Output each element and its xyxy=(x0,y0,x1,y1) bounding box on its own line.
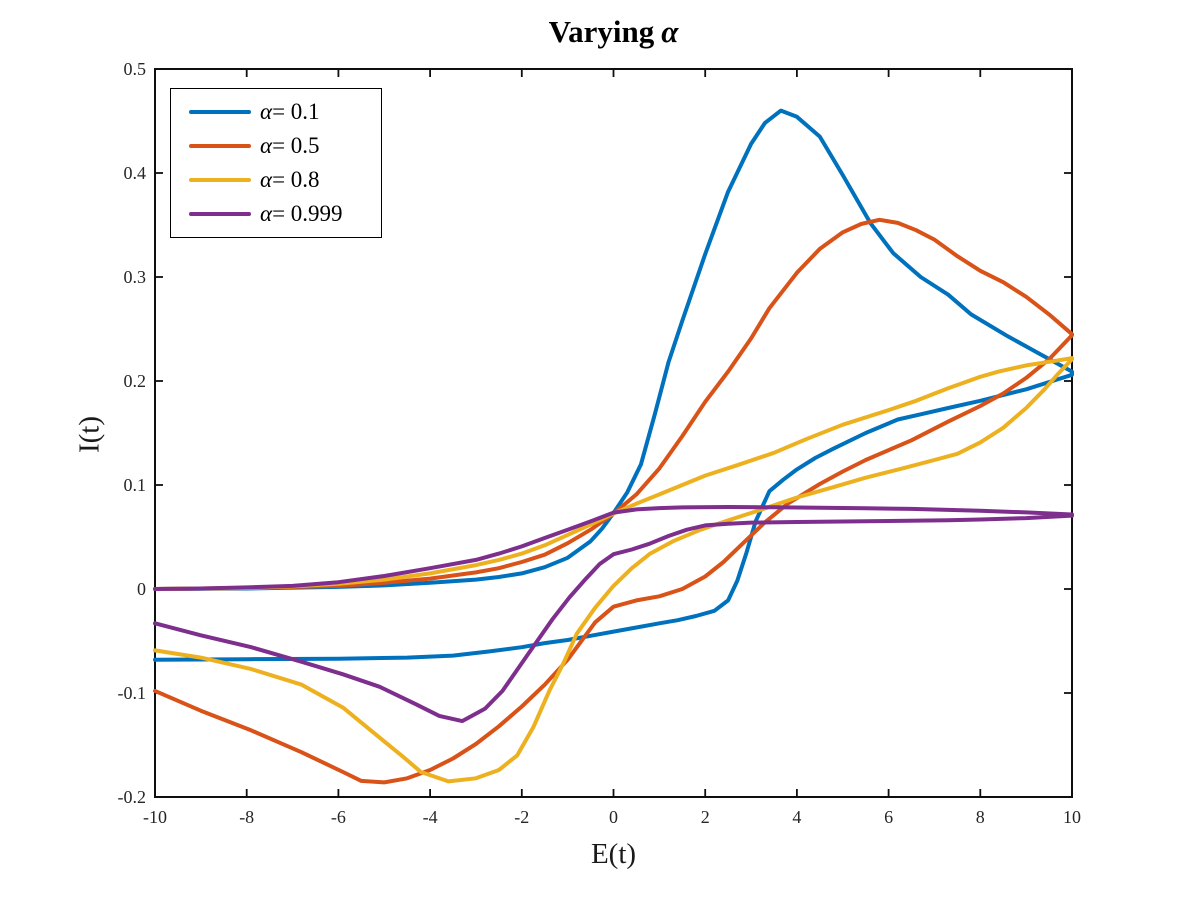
legend-label-value: = 0.999 xyxy=(272,201,343,226)
legend-label: α= 0.999 xyxy=(260,201,343,227)
alpha-symbol: α xyxy=(260,99,273,124)
chart-title: Varying α xyxy=(155,14,1072,50)
alpha-symbol: α xyxy=(260,167,273,192)
chart-title-text: Varying xyxy=(548,14,655,49)
curve-alpha-0.1 xyxy=(153,108,1074,662)
y-tick-label: -0.2 xyxy=(118,787,147,807)
legend-line-sample xyxy=(189,110,251,114)
y-tick-label: 0.5 xyxy=(124,59,147,79)
legend-line-sample xyxy=(189,212,251,216)
legend-item-alpha-0.1: α= 0.1 xyxy=(189,99,381,125)
x-tick-label: 2 xyxy=(701,807,710,827)
legend-label-value: = 0.1 xyxy=(272,99,320,124)
x-tick-label: -2 xyxy=(514,807,529,827)
legend-label-value: = 0.8 xyxy=(272,167,320,192)
legend-item-alpha-0.5: α= 0.5 xyxy=(189,133,381,159)
alpha-symbol: α xyxy=(260,133,273,158)
curve-alpha-0.8 xyxy=(153,356,1074,784)
x-axis-label: E(t) xyxy=(590,838,637,870)
y-tick-label: 0.2 xyxy=(124,371,147,391)
x-tick-label: -8 xyxy=(239,807,254,827)
legend-item-alpha-0.999: α= 0.999 xyxy=(189,201,381,227)
legend-item-alpha-0.8: α= 0.8 xyxy=(189,167,381,193)
alpha-symbol: α xyxy=(661,14,679,49)
y-tick-label: 0.1 xyxy=(124,475,147,495)
x-tick-label: -4 xyxy=(423,807,438,827)
x-tick-label: 10 xyxy=(1063,807,1081,827)
legend-label: α= 0.1 xyxy=(260,99,320,125)
legend-label: α= 0.5 xyxy=(260,133,320,159)
legend-line-sample xyxy=(189,178,251,182)
x-tick-label: -6 xyxy=(331,807,346,827)
legend-line-sample xyxy=(189,144,251,148)
legend-box: α= 0.1 α= 0.5 α= 0.8 α= 0.999 xyxy=(170,88,382,238)
x-tick-label: 8 xyxy=(976,807,985,827)
y-tick-label: 0.3 xyxy=(124,267,147,287)
x-tick-label: 0 xyxy=(609,807,618,827)
x-tick-label: 6 xyxy=(884,807,893,827)
y-tick-label: 0 xyxy=(137,579,146,599)
x-tick-label: -10 xyxy=(143,807,167,827)
alpha-symbol: α xyxy=(260,201,273,226)
y-tick-label: -0.1 xyxy=(118,683,147,703)
legend-label: α= 0.8 xyxy=(260,167,320,193)
curve-alpha-0.999 xyxy=(153,505,1074,724)
legend-label-value: = 0.5 xyxy=(272,133,320,158)
curve-alpha-0.5 xyxy=(153,217,1074,785)
x-tick-label: 4 xyxy=(792,807,801,827)
y-tick-label: 0.4 xyxy=(124,163,147,183)
